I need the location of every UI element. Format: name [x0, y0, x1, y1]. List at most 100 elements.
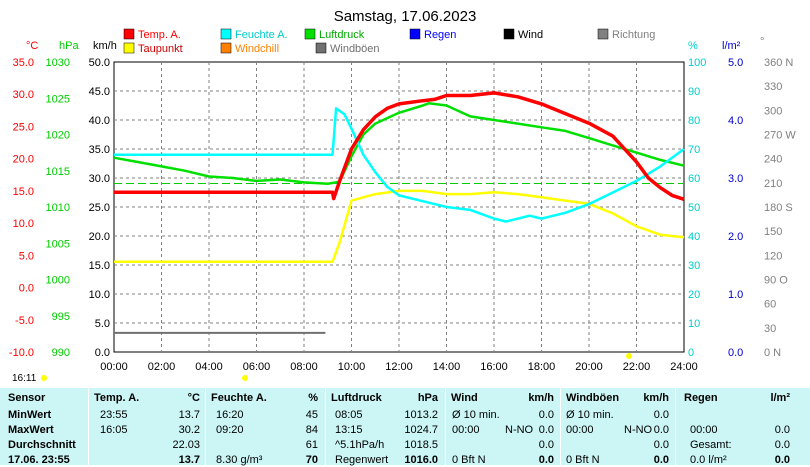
header-sensor: Sensor — [8, 392, 46, 404]
axis-tick-3-7: 30 — [688, 260, 700, 272]
marker-dot-left — [41, 375, 47, 381]
header-gust: Windböen — [566, 392, 620, 404]
header-temp: Temp. A. — [94, 392, 140, 404]
row-gust-time-0: Ø 10 min. — [566, 409, 614, 421]
series-taupunkt — [114, 189, 685, 264]
row-wind-val-3: 0.0 — [538, 454, 554, 466]
axis-tick-1-5: 1005 — [46, 238, 70, 250]
row-press-val-3: 1016.0 — [404, 454, 438, 466]
row-press-val-0: 1013.2 — [404, 409, 438, 421]
row-temp-val-1: 30.2 — [178, 424, 200, 436]
table-divider — [325, 388, 326, 465]
legend-swatch-5 — [597, 28, 609, 40]
x-tick-10: 20:00 — [575, 361, 603, 373]
x-tick-12: 24:00 — [670, 361, 698, 373]
axis-tick-3-1: 90 — [688, 86, 700, 98]
row-label-0: MinWert — [8, 409, 52, 421]
axis-tick-0-2: 25.0 — [13, 121, 34, 133]
axis-tick-2-0: 50.0 — [89, 57, 110, 69]
row-hum-val-0: 45 — [305, 409, 318, 421]
axis-tick-0-1: 30.0 — [13, 89, 34, 101]
legend-label-0: Temp. A. — [138, 29, 181, 41]
row-wind-val-1: 0.0 — [538, 424, 554, 436]
legend-label-5: Richtung — [612, 29, 655, 41]
axis-tick-4-2: 3.0 — [728, 173, 743, 185]
header-wind: Wind — [451, 392, 478, 404]
axis-tick-4-3: 2.0 — [728, 231, 743, 243]
row-hum-time-3: 8.30 g/m³ — [216, 454, 263, 466]
header-temp-unit: °C — [187, 392, 200, 404]
row-hum-val-1: 84 — [305, 424, 318, 436]
row-temp-val-2: 22.03 — [172, 439, 200, 451]
x-tick-9: 18:00 — [528, 361, 556, 373]
axis-tick-3-0: 100 — [688, 57, 706, 69]
axis-tick-0-4: 15.0 — [13, 186, 34, 198]
axis-tick-5-12: 0 N — [764, 347, 781, 359]
axis-tick-0-6: 5.0 — [19, 250, 34, 262]
row-hum-time-1: 09:20 — [216, 424, 244, 436]
header-press-unit: hPa — [417, 392, 438, 404]
axis-tick-2-10: 0.0 — [95, 347, 110, 359]
axis-tick-5-0: 360 N — [764, 57, 793, 69]
axis-tick-5-10: 60 — [764, 299, 776, 311]
statistics-table: Sensor Temp. A. °C Feuchte A.% Luftdruck hPa W… — [0, 388, 810, 466]
chart-title: Samstag, 17.06.2023 — [334, 8, 477, 25]
legend-label-6: Taupunkt — [138, 43, 183, 55]
legend-label-1: Feuchte A. — [235, 29, 288, 41]
row-gust-val-0: 0.0 — [653, 409, 669, 421]
axis-tick-5-5: 210 — [764, 178, 782, 190]
row-rain-time-3: 0.0 l/m² — [690, 454, 727, 466]
row-rain-val-3: 0.0 — [774, 454, 790, 466]
x-tick-8: 16:00 — [480, 361, 508, 373]
row-gust-val-2: 0.0 — [653, 439, 669, 451]
legend-swatch-2 — [304, 28, 316, 40]
row-hum-val-2: 61 — [305, 439, 318, 451]
legend-label-7: Windchill — [235, 43, 279, 55]
row-wind-val-0: 0.0 — [538, 409, 554, 421]
legend-swatch-7 — [220, 42, 232, 54]
row-wind-time-3: 0 Bft N — [452, 454, 486, 466]
axis-tick-2-1: 45.0 — [89, 86, 110, 98]
marker-time: 16:11 — [12, 373, 37, 384]
header-press: Luftdruck — [331, 392, 382, 404]
axis-unit-3: % — [688, 40, 698, 52]
axis-unit-5: ° — [760, 36, 764, 48]
axis-tick-3-6: 40 — [688, 231, 700, 243]
axis-tick-1-2: 1020 — [46, 130, 70, 142]
x-tick-4: 08:00 — [290, 361, 318, 373]
row-label-1: MaxWert — [8, 424, 54, 436]
header-rain-unit: l/m² — [770, 392, 790, 404]
row-label-2: Durchschnitt — [8, 439, 76, 451]
row-rain-val-2: 0.0 — [774, 439, 790, 451]
row-label-3: 17.06. 23:55 — [8, 454, 70, 466]
header-wind-unit: km/h — [528, 392, 554, 404]
axis-tick-3-10: 0 — [688, 347, 694, 359]
axis-tick-2-5: 25.0 — [89, 202, 110, 214]
plot-area — [113, 61, 685, 353]
chart-legend: Temp. A. Feuchte A. Luftdruck Regen Wind Rich… — [123, 28, 655, 55]
axis-tick-1-3: 1015 — [46, 166, 70, 178]
row-press-time-0: 08:05 — [335, 409, 363, 421]
axis-tick-2-2: 40.0 — [89, 115, 110, 127]
table-divider — [205, 388, 206, 465]
legend-swatch-6 — [123, 42, 135, 54]
row-press-val-2: 1018.5 — [404, 439, 438, 451]
row-press-time-3: Regenwert — [335, 454, 389, 466]
legend-swatch-8 — [315, 42, 327, 54]
x-tick-6: 12:00 — [385, 361, 413, 373]
axis-tick-3-9: 10 — [688, 318, 700, 330]
row-press-time-2: ^5.1hPa/h — [335, 439, 385, 451]
row-temp-val-3: 13.7 — [178, 454, 200, 466]
x-tick-7: 14:00 — [433, 361, 461, 373]
axis-tick-5-7: 150 — [764, 226, 782, 238]
legend-label-3: Regen — [424, 29, 456, 41]
axis-tick-1-8: 990 — [52, 347, 70, 359]
axis-tick-2-7: 15.0 — [89, 260, 110, 272]
axis-tick-5-6: 180 S — [764, 202, 793, 214]
axis-tick-3-5: 50 — [688, 202, 700, 214]
axis-tick-5-11: 30 — [764, 323, 776, 335]
x-tick-1: 02:00 — [148, 361, 176, 373]
legend-swatch-4 — [503, 28, 515, 40]
axis-tick-4-1: 4.0 — [728, 115, 743, 127]
row-gust-time-1: 00:00 — [566, 424, 594, 436]
